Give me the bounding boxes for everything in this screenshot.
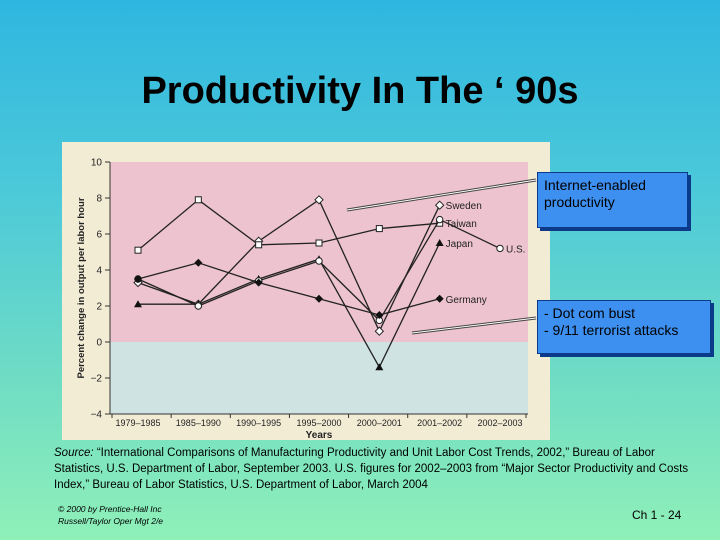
point-germany: [435, 294, 444, 303]
point-us: [496, 244, 504, 253]
series-label-us: U.S.: [506, 244, 525, 255]
point-taiwan: [134, 246, 142, 254]
point-germany: [375, 311, 384, 319]
point-japan: [435, 239, 444, 246]
point-japan: [375, 363, 384, 371]
x-tick-label: 1979–1985: [115, 418, 160, 428]
negative-band: [110, 342, 528, 414]
point-taiwan: [194, 196, 202, 204]
source-text: “International Comparisons of Manufactur…: [54, 447, 689, 491]
y-tick-label: −4: [91, 410, 103, 421]
callout-dotcom-line-2: - 9/11 terrorist attacks: [544, 322, 679, 338]
y-tick-label: 10: [91, 158, 103, 169]
series-line-taiwan: [137, 198, 440, 251]
x-tick-label: 1990–1995: [236, 418, 281, 428]
series-label-taiwan: Taiwan: [446, 219, 477, 230]
point-germany: [315, 294, 323, 303]
point-taiwan: [315, 239, 323, 247]
callout-internet-productivity: Internet-enabled productivity: [537, 172, 688, 228]
productivity-chart: −4 −2 0 2 4 6 8 10 1979–1985 1985–1990 1990–1995 19…: [76, 158, 528, 440]
y-tick-label: 6: [96, 230, 102, 241]
series-line-germany: [137, 262, 440, 316]
series-line-japan: [138, 242, 441, 369]
x-tick-label: 2000–2001: [357, 418, 402, 428]
y-tick-label: 4: [96, 266, 102, 277]
point-us: [435, 215, 444, 224]
point-germany: [254, 278, 263, 287]
point-sweden: [434, 200, 445, 210]
footer-book-line: Russell/Taylor Oper Mgt 2/e: [58, 516, 164, 526]
point-sweden: [314, 195, 324, 205]
x-tick-label: 1985–1990: [176, 418, 221, 428]
x-tick-label: 1995–2000: [296, 418, 341, 428]
point-japan: [134, 300, 142, 308]
footer-copyright-line: © 2000 by Prentice-Hall Inc: [58, 504, 162, 514]
point-us: [194, 302, 203, 310]
series-label-sweden: Sweden: [446, 201, 482, 212]
y-tick-label: 8: [96, 194, 102, 205]
slide-title: Productivity In The ‘ 90s: [141, 70, 579, 112]
point-germany: [134, 275, 142, 283]
callout-internet-line-2: productivity: [544, 194, 615, 210]
series-label-japan: Japan: [446, 239, 473, 250]
y-axis-label: Percent change in output per labor hour: [76, 197, 87, 378]
point-germany: [194, 258, 203, 267]
x-axis-label: Years: [306, 430, 333, 440]
callout-dotcom-bust: - Dot com bust - 9/11 terrorist attacks: [537, 300, 711, 354]
callout-dotcom-line-1: - Dot com bust: [544, 305, 636, 321]
series-label-germany: Germany: [446, 295, 487, 306]
footer-page-number: Ch 1 - 24: [632, 508, 682, 522]
callout-internet-line-1: Internet-enabled: [544, 177, 646, 193]
y-tick-label: 0: [96, 338, 102, 349]
source-label: Source:: [54, 447, 94, 459]
point-sweden: [374, 326, 385, 336]
point-taiwan: [255, 241, 263, 249]
footer-copyright: © 2000 by Prentice-Hall Inc Russell/Tayl…: [58, 503, 163, 527]
series-line-sweden: [137, 198, 441, 333]
point-taiwan: [375, 225, 383, 233]
y-tick-label: −2: [91, 374, 103, 385]
x-tick-label: 2001–2002: [417, 418, 462, 428]
point-us: [315, 257, 323, 265]
source-citation: Source: “International Comparisons of Ma…: [54, 445, 694, 493]
x-tick-label: 2002–2003: [477, 418, 522, 428]
y-tick-label: 2: [96, 302, 102, 313]
